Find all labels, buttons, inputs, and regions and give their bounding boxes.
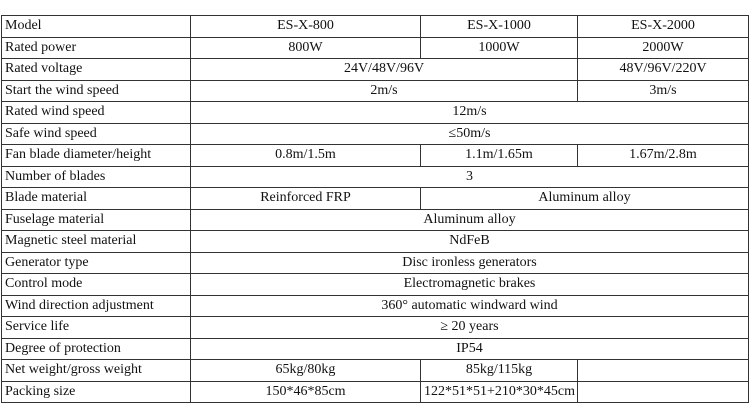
table-row: Fan blade diameter/height 0.8m/1.5m 1.1m/1…	[1, 144, 749, 167]
cell-value: ES-X-1000	[420, 15, 578, 38]
cell-value: 360° automatic windward wind	[190, 294, 749, 317]
cell-value: ES-X-800	[190, 15, 421, 38]
row-label: Number of blades	[1, 165, 191, 188]
cell-value: Electromagnetic brakes	[190, 273, 749, 296]
cell-value: ≥ 20 years	[190, 316, 749, 339]
row-label: Control mode	[1, 273, 191, 296]
cell-value: 85kg/115kg	[420, 359, 578, 382]
cell-value: Aluminum alloy	[420, 187, 749, 210]
empty-cell	[577, 359, 749, 382]
table-body: Model ES-X-800 ES-X-1000 ES-X-2000 Rated pow…	[1, 15, 749, 403]
cell-value: 1.67m/2.8m	[577, 144, 749, 167]
cell-value: 150*46*85cm	[190, 380, 421, 403]
cell-value: 12m/s	[190, 101, 749, 124]
cell-value: ES-X-2000	[577, 15, 749, 38]
cell-value: 3	[190, 165, 749, 188]
cell-value: 122*51*51+210*30*45cm	[420, 380, 578, 403]
row-label: Magnetic steel material	[1, 230, 191, 253]
table-row: Safe wind speed ≤50m/s	[1, 122, 749, 145]
cell-value: 65kg/80kg	[190, 359, 421, 382]
row-label: Degree of protection	[1, 337, 191, 360]
cell-value: 1.1m/1.65m	[420, 144, 578, 167]
table-row: Degree of protection IP54	[1, 337, 749, 360]
row-label: Model	[1, 15, 191, 38]
cell-value: Aluminum alloy	[190, 208, 749, 231]
row-label: Wind direction adjustment	[1, 294, 191, 317]
cell-value: NdFeB	[190, 230, 749, 253]
cell-value: IP54	[190, 337, 749, 360]
cell-value: 48V/96V/220V	[577, 58, 749, 81]
table-row: Service life ≥ 20 years	[1, 316, 749, 339]
table-row: Control mode Electromagnetic brakes	[1, 273, 749, 296]
table-row: Rated voltage 24V/48V/96V 48V/96V/220V	[1, 58, 749, 81]
row-label: Service life	[1, 316, 191, 339]
row-label: Rated wind speed	[1, 101, 191, 124]
table-row: Start the wind speed 2m/s 3m/s	[1, 79, 749, 102]
table-row: Number of blades 3	[1, 165, 749, 188]
row-label: Rated power	[1, 36, 191, 59]
table-row: Magnetic steel material NdFeB	[1, 230, 749, 253]
table-row: Model ES-X-800 ES-X-1000 ES-X-2000	[1, 15, 749, 38]
table-row: Generator type Disc ironless generators	[1, 251, 749, 274]
row-label: Blade material	[1, 187, 191, 210]
cell-value: 1000W	[420, 36, 578, 59]
table-row: Fuselage material Aluminum alloy	[1, 208, 749, 231]
cell-value: 3m/s	[577, 79, 749, 102]
table-row: Rated wind speed 12m/s	[1, 101, 749, 124]
row-label: Fuselage material	[1, 208, 191, 231]
row-label: Safe wind speed	[1, 122, 191, 145]
cell-value: 2m/s	[190, 79, 578, 102]
cell-value: 0.8m/1.5m	[190, 144, 421, 167]
row-label: Rated voltage	[1, 58, 191, 81]
cell-value: 800W	[190, 36, 421, 59]
cell-value: Disc ironless generators	[190, 251, 749, 274]
cell-value: 24V/48V/96V	[190, 58, 578, 81]
table-row: Packing size 150*46*85cm 122*51*51+210*30*…	[1, 380, 749, 403]
table-row: Rated power 800W 1000W 2000W	[1, 36, 749, 59]
row-label: Start the wind speed	[1, 79, 191, 102]
row-label: Generator type	[1, 251, 191, 274]
cell-value: Reinforced FRP	[190, 187, 421, 210]
row-label: Net weight/gross weight	[1, 359, 191, 382]
cell-value: 2000W	[577, 36, 749, 59]
table-row: Blade material Reinforced FRP Aluminum all…	[1, 187, 749, 210]
row-label: Packing size	[1, 380, 191, 403]
table-row: Wind direction adjustment 360° automatic …	[1, 294, 749, 317]
table-row: Net weight/gross weight 65kg/80kg 85kg/115…	[1, 359, 749, 382]
spec-table: Model ES-X-800 ES-X-1000 ES-X-2000 Rated pow…	[1, 15, 749, 403]
cell-value: ≤50m/s	[190, 122, 749, 145]
empty-cell	[577, 380, 749, 403]
row-label: Fan blade diameter/height	[1, 144, 191, 167]
